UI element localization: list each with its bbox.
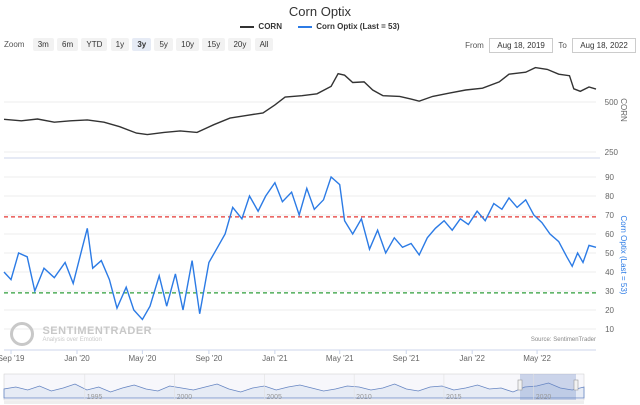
price-panel-grid	[4, 101, 596, 153]
zoom-toolbar: Zoom 3m 6m YTD 1y 3y 5y 10y 15y 20y All	[4, 38, 274, 54]
x-tick-label: Jan '22	[459, 354, 485, 363]
price-axis-title: CORN	[619, 98, 628, 122]
zoom-button-6m[interactable]: 6m	[57, 38, 79, 51]
x-tick-label: Jan '21	[262, 354, 288, 363]
zoom-button-1y[interactable]: 1y	[110, 38, 130, 51]
from-date-input[interactable]: Aug 18, 2019	[489, 38, 554, 53]
x-tick-label: Sep '19	[0, 354, 25, 363]
x-tick-label: May '21	[326, 354, 354, 363]
optix-series-line	[3, 175, 597, 321]
navigator-x-ticks: 1995 2000 2005 2010 2015 2020	[84, 374, 552, 401]
zoom-button-10y[interactable]: 10y	[176, 38, 200, 51]
zoom-button-ytd[interactable]: YTD	[81, 38, 108, 51]
zoom-button-all[interactable]: All	[254, 38, 274, 51]
to-label: To	[558, 41, 567, 50]
legend-item-corn[interactable]: CORN	[240, 22, 282, 31]
navigator-area	[3, 382, 585, 399]
optix-tick-label: 70	[605, 211, 614, 220]
price-tick-label: 250	[605, 148, 619, 157]
x-tick-label: Sep '20	[195, 354, 222, 363]
optix-tick-label: 40	[605, 268, 614, 277]
x-tick-label: May '22	[523, 354, 551, 363]
logo-mark-icon	[10, 322, 34, 346]
logo-text: SENTIMENTRADER Analysis over Emotion	[42, 325, 152, 343]
logo-name: SENTIMENTRADER	[42, 325, 153, 337]
zoom-button-3m[interactable]: 3m	[32, 38, 54, 51]
zoom-button-5y[interactable]: 5y	[154, 38, 173, 51]
optix-tick-label: 50	[605, 249, 614, 258]
legend: CORN Corn Optix (Last = 53)	[0, 22, 640, 31]
optix-tick-label: 20	[605, 306, 614, 315]
legend-label-corn: CORN	[258, 22, 282, 31]
x-tick-label: Jan '20	[64, 354, 90, 363]
optix-tick-label: 80	[605, 192, 614, 201]
navigator-handle-right[interactable]	[573, 379, 579, 391]
x-axis-ticks: Sep '19 Jan '20 May '20 Sep '20 Jan '21 May '…	[0, 349, 596, 363]
legend-item-optix[interactable]: Corn Optix (Last = 53)	[298, 22, 400, 31]
source-note: Source: SentimenTrader	[531, 337, 596, 343]
chart-title: Corn Optix	[288, 4, 352, 19]
zoom-button-3y[interactable]: 3y	[132, 38, 152, 51]
navigator-tick-label: 2020	[536, 394, 552, 401]
legend-swatch-optix	[298, 25, 313, 28]
from-label: From	[465, 41, 484, 50]
zoom-button-15y[interactable]: 15y	[202, 38, 226, 51]
navigator-tick-label: 1995	[87, 394, 103, 401]
date-range: From Aug 18, 2019 To Aug 18, 2022	[462, 38, 636, 53]
x-tick-label: Sep '21	[393, 354, 420, 363]
zoom-button-20y[interactable]: 20y	[228, 38, 252, 51]
price-tick-label: 500	[605, 98, 619, 107]
optix-axis-ticks: 10 20 30 40 50 60 70 80 90	[605, 173, 614, 334]
optix-tick-label: 30	[605, 287, 614, 296]
navigator: 1995 2000 2005 2010 2015 2020	[3, 373, 585, 401]
navigator-tick-label: 2010	[356, 394, 372, 401]
optix-tick-label: 10	[605, 325, 614, 334]
legend-swatch-corn	[240, 25, 255, 28]
sentimentrader-logo: SENTIMENTRADER Analysis over Emotion	[10, 322, 152, 346]
x-tick-label: May '20	[129, 354, 157, 363]
optix-tick-label: 90	[605, 173, 614, 182]
navigator-selection[interactable]	[520, 374, 576, 400]
optix-axis-title: Corn Optix (Last = 53)	[619, 216, 628, 295]
logo-tagline: Analysis over Emotion	[42, 337, 102, 343]
legend-label-optix: Corn Optix (Last = 53)	[316, 22, 400, 31]
zoom-label: Zoom	[4, 40, 25, 49]
scrollbar[interactable]	[4, 401, 584, 404]
corn-series-line	[3, 66, 597, 136]
price-axis-ticks: 250 500	[605, 98, 619, 157]
to-date-input[interactable]: Aug 18, 2022	[572, 38, 636, 53]
navigator-tick-label: 2000	[177, 394, 193, 401]
optix-tick-label: 60	[605, 230, 614, 239]
navigator-tick-label: 2005	[266, 394, 282, 401]
navigator-tick-label: 2015	[446, 394, 462, 401]
navigator-handle-left[interactable]	[517, 379, 523, 391]
optix-panel-grid	[4, 176, 596, 330]
